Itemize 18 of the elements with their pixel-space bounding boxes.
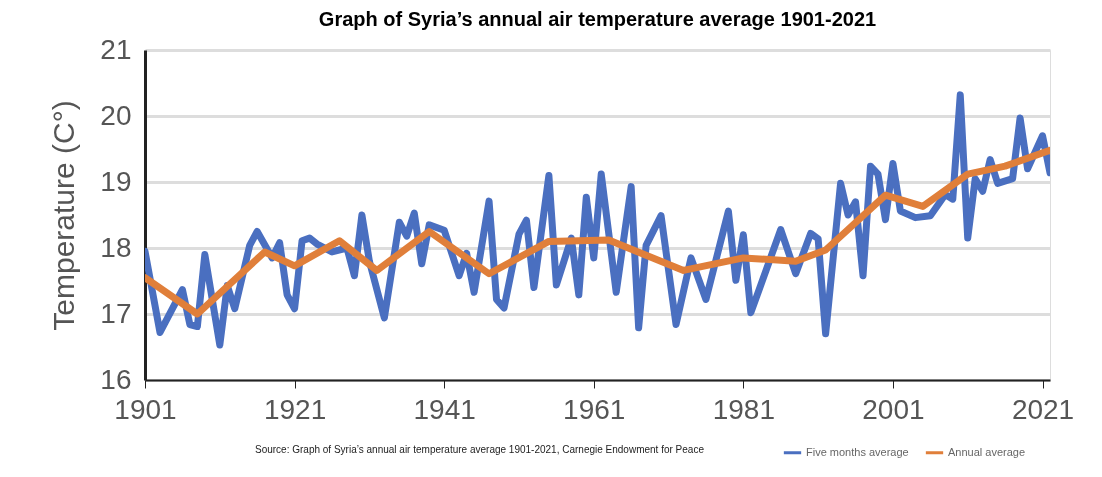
x-tick-label: 1901: [114, 393, 177, 425]
y-tick-label: 21: [100, 33, 132, 65]
chart-title: Graph of Syria’s annual air temperature average 1901-2021: [318, 8, 877, 30]
y-tick-label: 20: [100, 99, 132, 131]
y-tick-label: 18: [100, 231, 132, 263]
x-tick-label: 2001: [862, 393, 925, 425]
legend-label: Annual average: [948, 445, 1026, 458]
legend-label: Five months average: [806, 445, 909, 458]
y-tick-label: 17: [100, 297, 132, 329]
x-tick-label: 1961: [563, 393, 626, 425]
x-tick-label: 1921: [263, 393, 327, 425]
y-tick-label: 19: [100, 165, 132, 197]
y-axis-title: Temperature (C°): [47, 100, 81, 331]
x-tick-label: 2021: [1011, 393, 1075, 425]
x-tick-label: 1981: [712, 393, 775, 425]
x-tick-label: 1941: [413, 393, 476, 425]
source-note: Source: Graph of Syria’s annual air temperature average 1901-2021, Carnegie Endowment for Peace: [255, 444, 705, 455]
y-tick-label: 16: [100, 363, 132, 395]
